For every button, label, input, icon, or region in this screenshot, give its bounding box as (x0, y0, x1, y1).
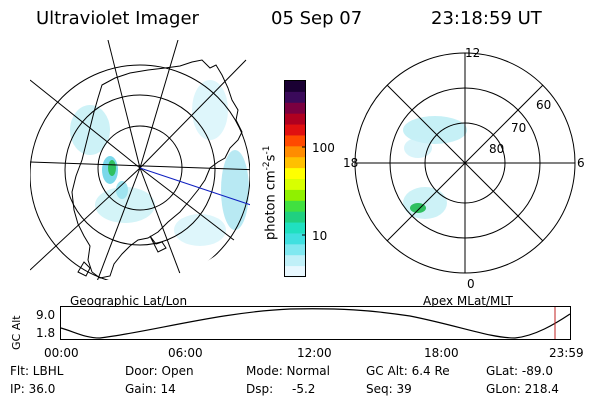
right-map-title: Apex MLat/MLT (423, 294, 513, 308)
mlt-label-12: 12 (465, 46, 481, 60)
colorbar-cell (285, 91, 305, 104)
altitude-xtick-0000: 00:00 (44, 346, 79, 360)
colorbar-cell (285, 124, 305, 136)
colorbar-cell (285, 102, 305, 115)
altitude-curve (60, 308, 571, 339)
colorbar-cell (285, 179, 305, 191)
altitude-xtick-2359: 23:59 (549, 346, 584, 360)
mlat-label-80: 80 (489, 142, 505, 156)
mlt-label-18: 18 (343, 156, 359, 170)
status-door: Door: Open (125, 364, 194, 378)
status-filter: Flt: LBHL (10, 364, 64, 378)
mlt-label-6: 6 (577, 156, 585, 170)
instrument-title: Ultraviolet Imager (36, 8, 199, 29)
mlat-label-70: 70 (511, 121, 527, 135)
colorbar-cell (285, 200, 305, 213)
aurora-emission (70, 80, 249, 246)
colorbar (284, 80, 306, 278)
altitude-plot (60, 306, 571, 340)
colorbar-cell (285, 168, 305, 180)
geographic-map (30, 40, 250, 280)
colorbar-cell (285, 211, 305, 224)
colorbar-cell (285, 266, 305, 278)
status-glon: GLon: 218.4 (486, 382, 559, 396)
coastline (71, 59, 243, 279)
colorbar-cell (285, 244, 305, 256)
mlt-label-0: 0 (467, 277, 475, 291)
colorbar-cell (285, 113, 305, 126)
status-gain: Gain: 14 (125, 382, 176, 396)
mlat-label-60: 60 (536, 98, 552, 112)
colorbar-cell (285, 222, 305, 234)
status-mode: Mode: Normal (246, 364, 330, 378)
time-label: 23:18:59 UT (431, 8, 542, 29)
colorbar-cell (285, 157, 305, 169)
colorbar-cell (285, 135, 305, 147)
status-glat: GLat: -89.0 (486, 364, 553, 378)
altitude-ytick-low: 1.8 (36, 326, 56, 340)
colorbar-tick-100: 100 (312, 141, 335, 155)
colorbar-cell (285, 146, 305, 158)
altitude-xtick-0600: 06:00 (168, 346, 203, 360)
altitude-xtick-1200: 12:00 (297, 346, 332, 360)
colorbar-cell (285, 255, 305, 267)
date-label: 05 Sep 07 (271, 8, 363, 29)
colorbar-label: photon cm-2s-1 (262, 145, 279, 240)
magnetic-polar-map (354, 52, 576, 274)
altitude-ylabel: GC Alt (10, 315, 23, 350)
status-dsp-value: -5.2 (292, 382, 316, 396)
latitude-circle (64, 94, 216, 246)
colorbar-cell (285, 233, 305, 245)
altitude-ytick-high: 9.0 (36, 308, 56, 322)
status-ip: IP: 36.0 (10, 382, 56, 396)
noon-meridian-line (139, 167, 250, 209)
colorbar-cell (285, 81, 305, 93)
left-map-title: Geographic Lat/Lon (70, 294, 188, 308)
colorbar-tick-10: 10 (312, 229, 328, 243)
status-dsp-label: Dsp: (246, 382, 274, 396)
status-sequence: Seq: 39 (366, 382, 412, 396)
meridian-lines (30, 40, 250, 280)
altitude-xtick-1800: 18:00 (424, 346, 459, 360)
latitude-circle (97, 125, 183, 211)
status-gc-altitude: GC Alt: 6.4 Re (366, 364, 450, 378)
colorbar-cell (285, 189, 305, 202)
aurora-emission (403, 116, 467, 219)
latitude-circle (30, 64, 250, 280)
